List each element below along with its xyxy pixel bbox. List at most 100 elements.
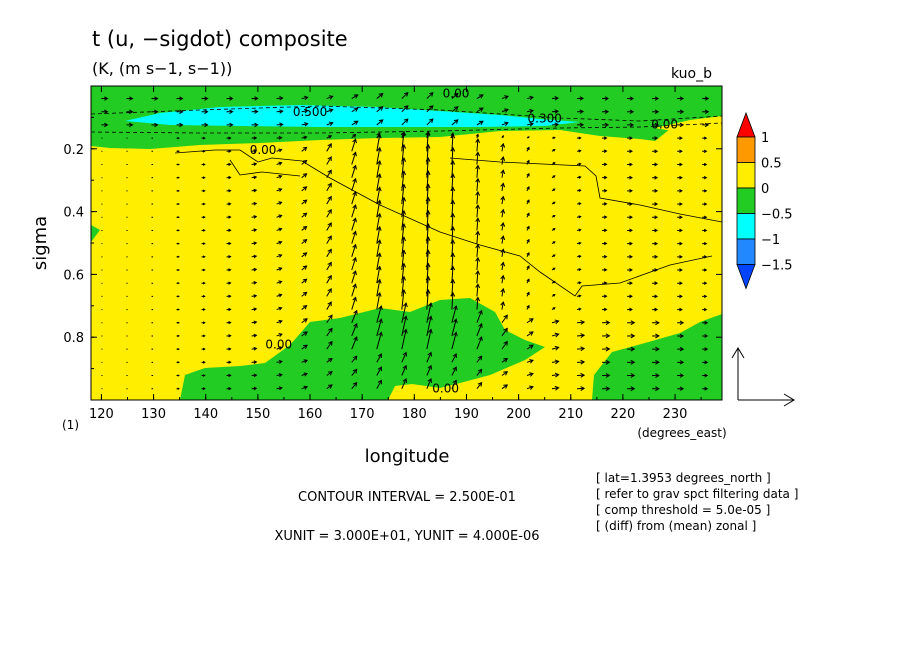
x-axis-label: longitude [365, 446, 450, 467]
wind-arrowhead [177, 163, 180, 166]
wind-arrowhead [254, 109, 259, 114]
wind-arrow [526, 386, 534, 390]
wind-arrowhead [528, 331, 534, 336]
wind-arrow [401, 289, 405, 310]
wind-arrow [476, 369, 483, 376]
wind-arrowhead [552, 280, 556, 284]
wind-arrow [351, 310, 358, 323]
wind-arrow [301, 265, 307, 271]
wind-arrowhead [630, 386, 636, 392]
wind-arrowhead [500, 248, 506, 254]
wind-arrowhead [552, 228, 556, 231]
wind-arrowhead [428, 105, 434, 110]
wind-arrowhead [278, 148, 283, 153]
wind-arrowhead [580, 346, 586, 352]
wind-arrowhead [376, 265, 382, 271]
wind-arrowhead [328, 135, 333, 139]
wind-arrowhead [352, 217, 357, 223]
wind-arrow [426, 237, 429, 257]
wind-arrowhead [654, 202, 659, 206]
wind-arrowhead [253, 241, 258, 246]
wind-arrowhead [328, 384, 333, 389]
wind-arrowhead [579, 122, 585, 128]
wind-arrow [451, 319, 457, 337]
wind-arrow [501, 314, 508, 324]
wind-arrow [451, 380, 457, 389]
x-tick-label: 160 [298, 407, 323, 422]
wind-arrowhead [554, 319, 560, 325]
wind-arrowhead [427, 377, 432, 383]
wind-arrowhead [328, 340, 333, 346]
wind-arrowhead [401, 249, 407, 255]
wind-arrowhead [303, 344, 308, 350]
wind-arrow [501, 183, 504, 191]
wind-arrowhead [552, 214, 556, 218]
wind-arrowhead [228, 175, 232, 180]
wind-arrowhead [629, 149, 633, 154]
wind-arrowhead [278, 359, 283, 364]
contour-interval: CONTOUR INTERVAL = 2.500E-01 [298, 490, 516, 505]
wind-arrowhead [302, 291, 308, 297]
wind-arrow [501, 122, 509, 126]
wind-arrowhead [104, 122, 109, 128]
wind-arrowhead [450, 199, 456, 205]
wind-arrowhead [475, 243, 481, 249]
wind-arrowhead [629, 281, 633, 286]
wind-arrow [376, 134, 381, 152]
wind-arrowhead [427, 351, 432, 357]
wind-arrowhead [352, 270, 357, 276]
wind-arrow [426, 144, 429, 165]
wind-arrowhead [202, 360, 206, 364]
wind-arrow [376, 93, 384, 99]
wind-arrowhead [104, 96, 109, 101]
wind-arrowhead [703, 255, 708, 259]
wind-arrowhead [352, 164, 357, 170]
wind-arrowhead [679, 241, 683, 246]
wind-arrowhead [353, 107, 359, 112]
wind-arrow [376, 353, 382, 363]
wind-arrowhead [202, 176, 206, 180]
wind-arrowhead [629, 228, 633, 233]
wind-arrowhead [603, 307, 608, 312]
wind-arrowhead [401, 288, 407, 294]
wind-arrowhead [630, 320, 636, 326]
colorbar-segment [736, 238, 756, 265]
wind-arrowhead [376, 173, 382, 179]
wind-arrowhead [603, 294, 608, 299]
wind-arrowhead [327, 156, 332, 162]
contour-label: 0.300 [528, 111, 562, 125]
wind-arrowhead [500, 169, 506, 175]
wind-arrowhead [453, 119, 459, 124]
wind-arrowhead [202, 321, 206, 325]
wind-arrowhead [253, 333, 258, 338]
wind-arrowhead [327, 301, 332, 307]
wind-arrow [351, 382, 358, 390]
wind-arrowhead [679, 228, 683, 233]
wind-arrowhead [552, 175, 556, 178]
x-tick-label: 210 [558, 407, 583, 422]
wind-arrow [301, 212, 307, 218]
wind-arrowhead [578, 175, 582, 179]
wind-arrowhead [202, 294, 206, 298]
wind-arrowhead [177, 321, 180, 324]
wind-arrowhead [228, 347, 232, 351]
wind-arrow [476, 152, 479, 165]
wind-arrowhead [526, 265, 530, 269]
wind-arrow [326, 341, 333, 350]
wind-arrowhead [402, 351, 408, 357]
y-tick-label: 0.4 [63, 206, 84, 221]
wind-arrow [376, 200, 381, 218]
wind-arrowhead [327, 248, 332, 254]
wind-arrow [426, 316, 432, 337]
wind-arrow [501, 95, 509, 100]
wind-arrowhead [605, 359, 611, 365]
wind-arrowhead [453, 305, 458, 311]
wind-arrowhead [278, 373, 283, 378]
wind-arrow [376, 253, 381, 271]
wind-arrow [501, 170, 504, 178]
wind-arrow [501, 301, 504, 310]
wind-arrow [301, 292, 307, 297]
wind-arrowhead [475, 138, 481, 144]
wind-arrowhead [177, 136, 180, 140]
wind-arrow [401, 118, 409, 126]
